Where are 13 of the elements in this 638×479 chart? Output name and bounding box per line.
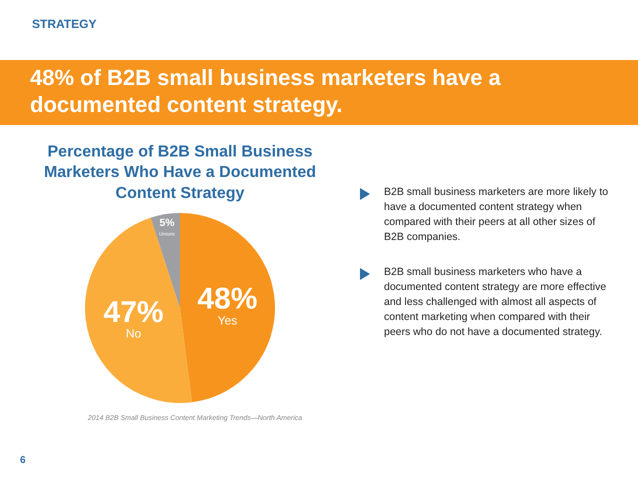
text: 6: [20, 455, 26, 466]
slice-label: No: [126, 326, 142, 341]
data-label: 47%: [104, 296, 164, 330]
text: 48% of B2B small business marketers have a documented content strategy.: [30, 64, 502, 118]
data-label: 48%: [197, 282, 258, 316]
text: B2B small business marketers are more likely to have a documented content strategy when compared with their peers at all other sizes of B2B companies.: [384, 186, 608, 243]
pie-slice: [180, 213, 275, 402]
slice-label: Yes: [218, 313, 238, 328]
pie-slice: [85, 218, 192, 403]
text: STRATEGY: [32, 17, 96, 31]
text: B2B small business marketers who have a documented content strategy are more effective and less challenged with almost all aspects of content marketing when compared with their peers who do not have a documented strategy.: [384, 266, 606, 338]
data-label: 5%: [159, 218, 175, 230]
chart-title: Percentage of B2B Small Business Marketers Who Have a Documented Content Strategy: [44, 143, 316, 202]
